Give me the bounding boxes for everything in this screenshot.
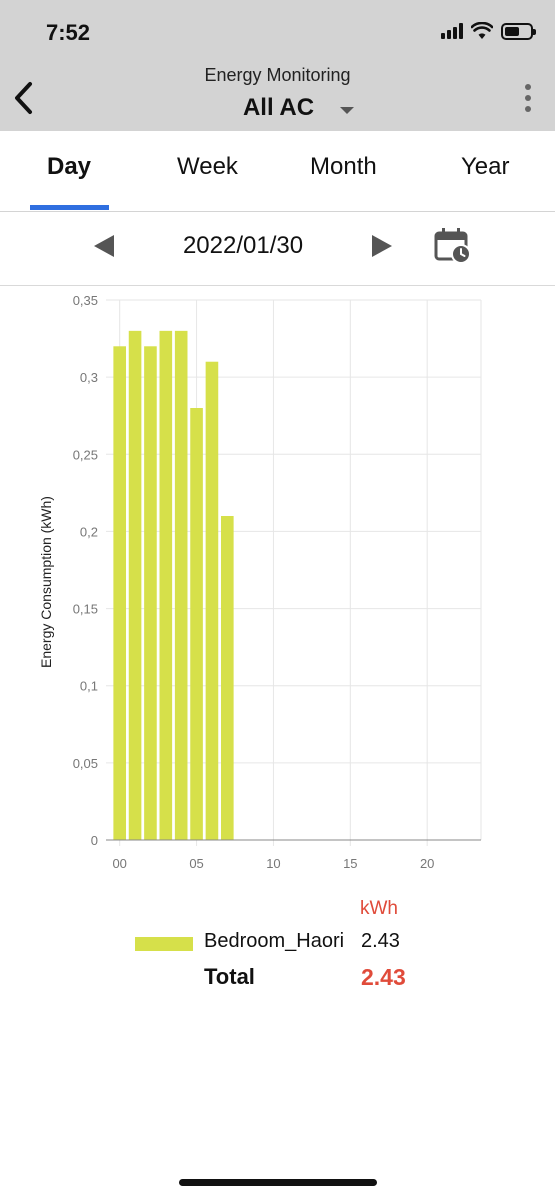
date-navigation: 2022/01/30 [0,212,555,286]
header-subtitle: Energy Monitoring [204,65,351,85]
more-dot [525,95,531,101]
chevron-left-icon [15,82,32,114]
calendar-button[interactable] [433,226,473,266]
x-tick-label: 00 [112,856,126,871]
energy-bar-chart: 0 0,05 0,1 0,15 0,2 0,25 0,3 0,35 00 05 10 15 20 [73,293,482,871]
more-options-button[interactable] [523,84,533,112]
energy-chart: 0 0,05 0,1 0,15 0,2 0,25 0,3 0,35 00 05 10 15 20 [0,286,555,886]
chart-bar [174,330,188,840]
y-tick-label: 0,1 [80,679,98,694]
chart-bar [205,361,219,840]
x-tick-label: 20 [420,856,434,871]
top-bar: 7:52 Energy Monitoring All AC [0,0,555,131]
period-tabs: Day Week Month Year [0,131,555,212]
device-selector[interactable]: All AC [0,94,555,122]
total-value: 2.43 [361,964,406,990]
wifi-icon [471,22,493,39]
y-tick-label: 0 [91,833,98,848]
y-tick-label: 0,15 [73,602,98,617]
chart-bar [190,408,203,840]
caret-down-icon [340,106,355,114]
x-tick-label: 10 [266,856,280,871]
more-dot [525,106,531,112]
chart-bar [221,516,234,840]
legend-swatch [135,937,193,951]
tab-week[interactable]: Week [177,153,238,180]
x-tick-label: 05 [189,856,203,871]
tab-month[interactable]: Month [310,153,377,180]
status-time: 7:52 [46,20,91,45]
status-icons [441,22,536,40]
tab-year[interactable]: Year [461,153,510,180]
unit-label: kWh [360,898,398,919]
more-dot [525,84,531,90]
total-label: Total [204,964,255,989]
chart-bar [144,346,157,840]
header-title: All AC [242,94,315,121]
y-tick-label: 0,05 [73,756,98,771]
previous-date-button[interactable] [92,234,116,258]
chart-bar [128,330,142,840]
chart-bar [159,330,173,840]
battery-icon [501,22,536,40]
home-indicator [179,1179,377,1186]
active-tab-indicator [30,205,109,210]
back-button[interactable] [8,78,42,118]
chart-bar [113,346,126,840]
cellular-signal-icon [441,23,463,39]
current-date: 2022/01/30 [182,232,304,259]
legend-series-name: Bedroom_Haori [204,930,345,952]
y-axis-label: Energy Consumption (kWh) [38,496,54,668]
tab-day[interactable]: Day [47,153,92,180]
y-tick-label: 0,2 [80,524,98,539]
triangle-left-icon [94,235,114,257]
calendar-clock-icon [434,228,471,264]
x-tick-label: 15 [343,856,357,871]
y-tick-label: 0,25 [73,447,98,462]
triangle-right-icon [372,235,392,257]
y-tick-label: 0,35 [73,293,98,308]
next-date-button[interactable] [370,234,394,258]
y-tick-label: 0,3 [80,370,98,385]
legend-series-value: 2.43 [361,930,400,952]
